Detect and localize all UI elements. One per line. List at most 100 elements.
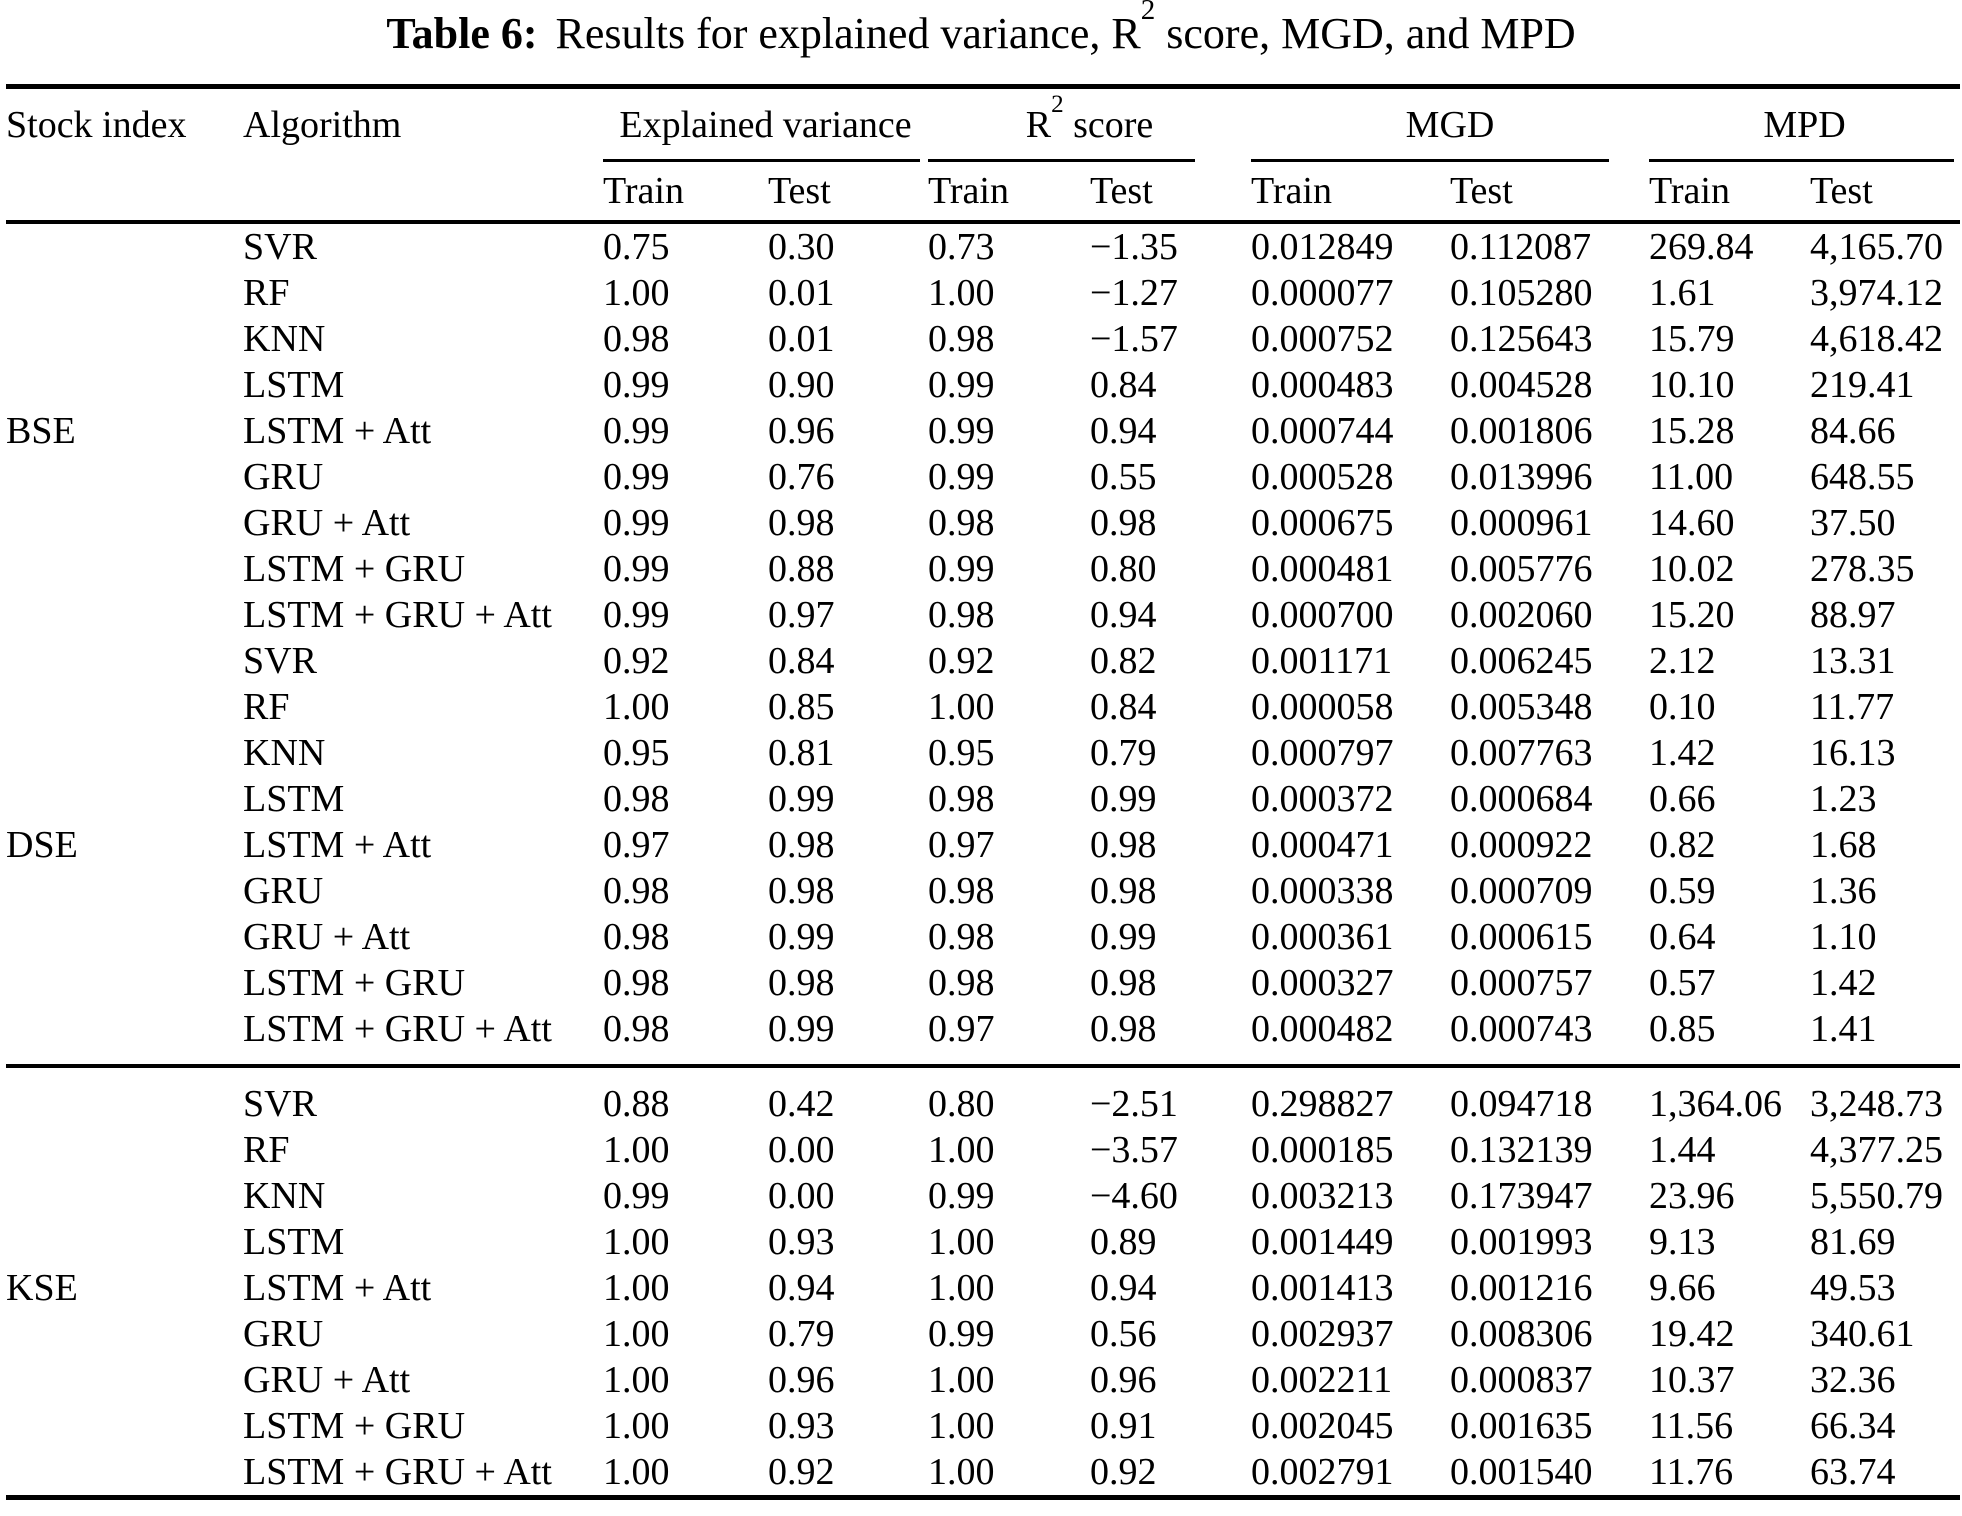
value-cell: 1.00 (603, 1221, 670, 1263)
value-cell: 0.94 (1090, 410, 1157, 452)
value-cell: −1.57 (1090, 318, 1178, 360)
value-cell: 1,364.06 (1649, 1064, 1810, 1127)
value-cell: 0.99 (603, 364, 670, 406)
col-subheader-test: Test (1450, 162, 1649, 224)
table-row: LSTM + GRU + Att 1.00 0.92 1.00 0.92 0.002791… (6, 1449, 1960, 1498)
value-cell: 0.002211 (1251, 1359, 1393, 1401)
value-cell: 0.001413 (1251, 1267, 1394, 1309)
stock-index-cell (6, 1311, 243, 1357)
value-cell: 0.98 (603, 962, 670, 1004)
algorithm-cell: LSTM (243, 778, 345, 820)
value-cell: 0.93 (768, 1221, 835, 1263)
value-cell: 0.000709 (1450, 870, 1593, 912)
table-row: RF 1.00 0.01 1.00 −1.27 0.000077 0.105280 1.61 3… (6, 270, 1960, 316)
value-cell: 0.000327 (1251, 962, 1394, 1004)
caption-superscript: 2 (1140, 0, 1156, 27)
value-cell: 0.97 (928, 824, 995, 866)
value-cell: 0.91 (1090, 1405, 1157, 1447)
table-row: SVR 0.75 0.30 0.73 −1.35 0.012849 0.112087 269.… (6, 222, 1960, 270)
value-cell: 0.81 (768, 732, 835, 774)
value-cell: 0.99 (928, 410, 995, 452)
value-cell: 0.000752 (1251, 318, 1394, 360)
value-cell: 0.001540 (1450, 1451, 1593, 1493)
value-cell: 0.001635 (1450, 1405, 1593, 1447)
value-cell: 0.98 (768, 962, 835, 1004)
value-cell: 0.97 (603, 824, 670, 866)
value-cell: 0.96 (768, 1359, 835, 1401)
table-row: LSTM + GRU 0.99 0.88 0.99 0.80 0.000481 0.0057… (6, 546, 1960, 592)
value-cell: 0.000058 (1251, 686, 1394, 728)
value-cell: 0.95 (603, 732, 670, 774)
algorithm-cell: GRU + Att (243, 1359, 411, 1401)
cmidrule-mgd (1251, 159, 1609, 162)
value-cell: 648.55 (1810, 456, 1915, 498)
table-row: RF 1.00 0.85 1.00 0.84 0.000058 0.005348 0.10 11… (6, 684, 1960, 730)
value-cell: 0.000700 (1251, 594, 1394, 636)
value-cell: 1.00 (928, 1129, 995, 1171)
algorithm-cell: RF (243, 1129, 290, 1171)
value-cell: 0.004528 (1450, 364, 1593, 406)
value-cell: 0.125643 (1450, 318, 1593, 360)
stock-index-cell (6, 868, 243, 914)
value-cell: −1.35 (1090, 226, 1178, 268)
value-cell: 0.173947 (1450, 1175, 1593, 1217)
value-cell: 1.00 (603, 272, 670, 314)
value-cell: 0.000185 (1251, 1129, 1394, 1171)
value-cell: 0.000615 (1450, 916, 1593, 958)
stock-index-cell (6, 684, 243, 730)
value-cell: 9.13 (1649, 1221, 1716, 1263)
value-cell: 0.99 (928, 364, 995, 406)
cmidrule-r2-score (928, 159, 1195, 162)
value-cell: 16.13 (1810, 732, 1896, 774)
algorithm-cell: LSTM + Att (243, 1267, 432, 1309)
stock-index-cell (6, 776, 243, 822)
col-subheader-train: Train (1649, 162, 1810, 224)
stock-index-cell (6, 316, 243, 362)
algorithm-cell: LSTM + GRU + Att (243, 1451, 552, 1493)
value-cell: 0.89 (1090, 1221, 1157, 1263)
value-cell: 0.000481 (1251, 548, 1394, 590)
caption-text-suffix: score, MGD, and MPD (1155, 9, 1576, 58)
value-cell: 0.88 (603, 1064, 768, 1127)
value-cell: 0.55 (1090, 456, 1157, 498)
value-cell: 0.01 (768, 318, 835, 360)
value-cell: 219.41 (1810, 364, 1915, 406)
value-cell: 0.99 (603, 548, 670, 590)
value-cell: −2.51 (1090, 1064, 1251, 1127)
value-cell: 0.92 (603, 640, 670, 682)
table-row: GRU 0.98 0.98 0.98 0.98 0.000338 0.000709 0.59 1… (6, 868, 1960, 914)
table-row: GRU 1.00 0.79 0.99 0.56 0.002937 0.008306 19.42… (6, 1311, 1960, 1357)
value-cell: 49.53 (1810, 1267, 1896, 1309)
stock-index-cell (6, 1449, 243, 1498)
value-cell: 1.00 (603, 1267, 670, 1309)
value-cell: 0.98 (1090, 502, 1157, 544)
value-cell: 9.66 (1649, 1267, 1716, 1309)
value-cell: 0.84 (768, 640, 835, 682)
value-cell: 0.96 (1090, 1359, 1157, 1401)
table-header: Stock index Algorithm Explained variance… (6, 86, 1960, 224)
r2-label-prefix: R (1025, 104, 1052, 146)
value-cell: 0.094718 (1450, 1064, 1649, 1127)
stock-index-cell (6, 730, 243, 776)
value-cell: 0.000338 (1251, 870, 1394, 912)
table-row: LSTM + GRU 1.00 0.93 1.00 0.91 0.002045 0.0016… (6, 1403, 1960, 1449)
value-cell: 0.000961 (1450, 502, 1593, 544)
value-cell: 1.00 (603, 1451, 670, 1493)
value-cell: 0.001171 (1251, 640, 1393, 682)
stock-index-cell (6, 1006, 243, 1066)
value-cell: 0.98 (928, 594, 995, 636)
value-cell: 0.82 (1090, 640, 1157, 682)
stock-index-cell (6, 270, 243, 316)
stock-index-cell: BSE (6, 410, 76, 452)
stock-index-cell: DSE (6, 824, 78, 866)
stock-index-cell (6, 960, 243, 1006)
algorithm-cell: SVR (243, 640, 317, 682)
stock-index-cell (6, 1064, 243, 1127)
value-cell: 0.92 (1090, 1451, 1157, 1493)
value-cell: 1.00 (928, 272, 995, 314)
value-cell: 0.99 (603, 1175, 670, 1217)
table-caption-label: Table 6: (386, 9, 538, 58)
value-cell: 0.000743 (1450, 1008, 1593, 1050)
table-body: SVR 0.75 0.30 0.73 −1.35 0.012849 0.112087 269.… (6, 222, 1960, 1498)
value-cell: 0.000797 (1251, 732, 1394, 774)
